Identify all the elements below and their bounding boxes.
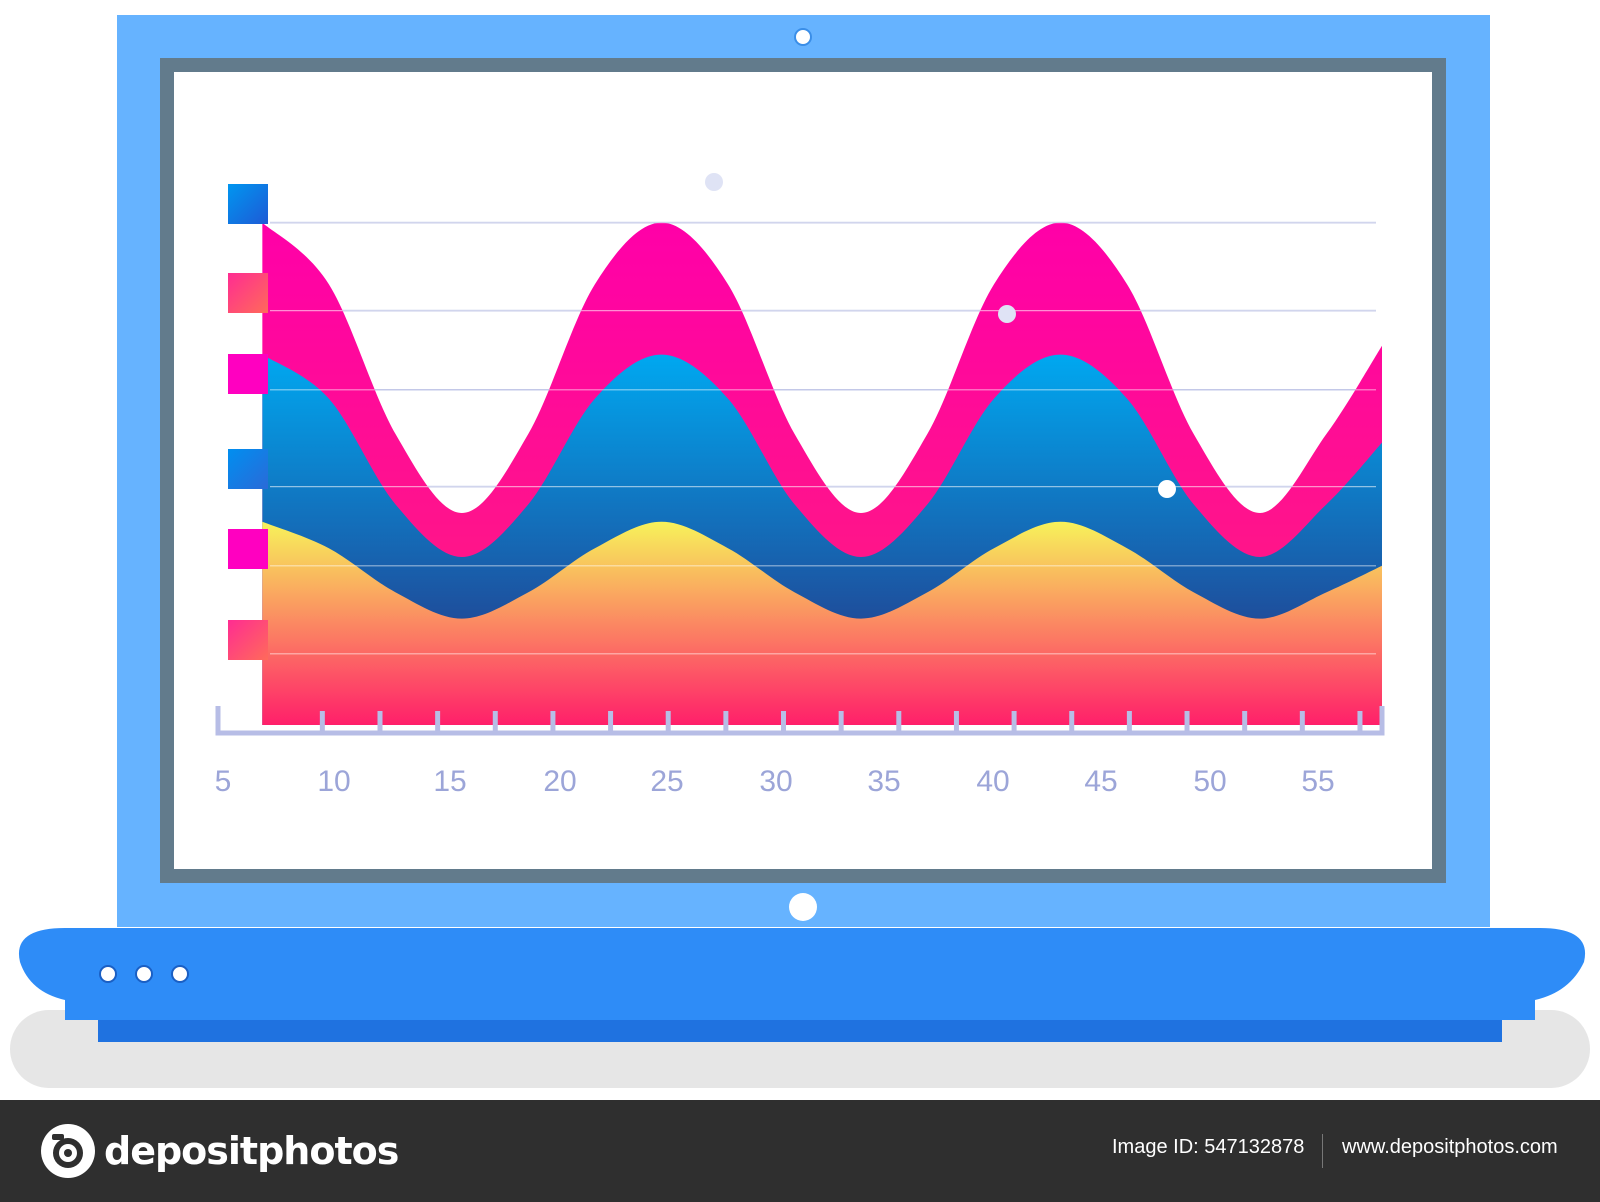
legend [228,184,268,660]
brand-name: depositphotos [104,1129,399,1173]
series-areas [262,222,1382,725]
decorative-dots [705,173,1176,498]
x-tick-label: 20 [543,765,576,798]
x-tick-label: 10 [317,765,350,798]
x-tick-label: 25 [650,765,683,798]
legend-swatch [228,449,268,489]
legend-swatch [228,620,268,660]
x-tick-label: 35 [867,765,900,798]
area-chart: 5 10 15 20 25 30 35 40 45 50 55 [215,173,1385,798]
legend-swatch [228,184,268,224]
x-tick-label: 40 [976,765,1009,798]
legend-swatch [228,273,268,313]
x-tick-label: 55 [1301,765,1334,798]
x-tick-label: 50 [1193,765,1226,798]
image-id: Image ID: 547132878 [1112,1136,1305,1158]
x-tick-label: 5 [215,765,232,798]
decor-dot [1158,480,1176,498]
series-area-3 [262,521,1382,725]
decor-dot [705,173,723,191]
x-tick-label: 45 [1084,765,1117,798]
x-axis [215,706,1385,736]
grid-overlay [270,222,1376,655]
indicator-lights-icon [99,965,189,983]
footer-divider [1322,1134,1323,1168]
site-url-link[interactable]: www.depositphotos.com [1342,1136,1558,1158]
x-axis-ticks [319,711,1363,731]
power-button-icon[interactable] [789,893,817,921]
x-tick-label: 15 [433,765,466,798]
brand-logo[interactable]: depositphotos [40,1122,399,1180]
laptop-base-front [98,1020,1502,1042]
x-axis-line [215,706,1385,736]
webcam-icon [794,28,812,46]
laptop-base [18,928,1586,1020]
legend-swatch [228,354,268,394]
laptop-illustration: 5 10 15 20 25 30 35 40 45 50 55 [10,15,1590,1088]
x-tick-label: 30 [759,765,792,798]
footer-bar: depositphotos Image ID: 547132878 www.de… [0,1100,1600,1202]
camera-icon [41,1124,95,1178]
legend-swatch [228,529,268,569]
decor-dot [998,305,1016,323]
x-axis-labels: 5 10 15 20 25 30 35 40 45 50 55 [215,765,1335,798]
